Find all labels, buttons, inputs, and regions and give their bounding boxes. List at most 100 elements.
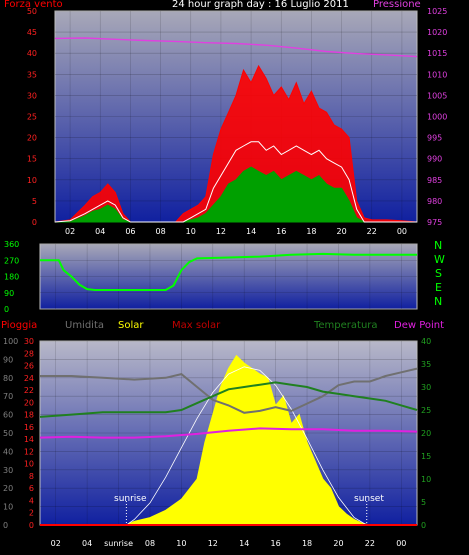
y-right-tick-label: 1000 (427, 113, 447, 122)
legend-umidita: Umidita (65, 320, 105, 331)
x-tick-label: 16 (271, 539, 281, 548)
y-left-tick-label: 15 (27, 155, 37, 164)
y-temperature-tick-label: 15 (421, 452, 431, 461)
y-left-tick-label: 40 (27, 49, 37, 58)
solar-temperature-chart: 0102030405060708090100024681012141618202… (3, 337, 431, 548)
y-tick-label: 360 (4, 240, 19, 249)
legend-dew-point: Dew Point (394, 320, 445, 331)
x-tick-label: 18 (306, 227, 316, 236)
y-right-tick-label: 1015 (427, 49, 447, 58)
y-temperature-tick-label: 35 (421, 360, 431, 369)
y-rain-tick-label: 14 (24, 435, 34, 444)
x-tick-label: 00 (396, 539, 406, 548)
y-right-tick-label: 1010 (427, 70, 447, 79)
y-temperature-tick-label: 5 (421, 498, 426, 507)
y-rain-tick-label: 16 (24, 423, 34, 432)
y-temperature-tick-label: 30 (421, 383, 431, 392)
compass-n-top: N (434, 239, 443, 252)
x-tick-label: sunrise (104, 539, 133, 548)
x-tick-label: 08 (155, 227, 165, 236)
y-humidity-tick-label: 0 (3, 521, 8, 530)
y-tick-label: 180 (4, 273, 19, 282)
x-tick-label: 18 (302, 539, 312, 548)
legend-temperatura: Temperatura (314, 320, 378, 331)
y-right-tick-label: 990 (427, 155, 442, 164)
y-left-tick-label: 25 (27, 113, 37, 122)
x-tick-label: 12 (216, 227, 226, 236)
y-rain-tick-label: 24 (24, 374, 34, 383)
y-humidity-tick-label: 20 (3, 484, 13, 493)
y-humidity-tick-label: 70 (3, 392, 13, 401)
pressure-label: Pressione (373, 0, 421, 10)
y-right-tick-label: 1005 (427, 91, 447, 100)
x-tick-label: 20 (333, 539, 343, 548)
y-tick-label: 0 (4, 305, 9, 314)
y-rain-tick-label: 4 (29, 496, 34, 505)
y-temperature-tick-label: 25 (421, 406, 431, 415)
solar-area (126, 354, 371, 526)
wind-mean-line (54, 141, 417, 223)
y-rain-tick-label: 6 (29, 484, 34, 493)
compass-e: E (435, 281, 442, 294)
y-rain-tick-label: 10 (24, 460, 34, 469)
y-left-tick-label: 0 (32, 218, 37, 227)
y-humidity-tick-label: 40 (3, 447, 13, 456)
y-rain-tick-label: 22 (24, 386, 34, 395)
y-left-tick-label: 45 (27, 28, 37, 37)
wind-avg-area (55, 166, 417, 223)
y-humidity-tick-label: 90 (3, 355, 13, 364)
x-tick-label: 10 (176, 539, 186, 548)
chart-title: 24 hour graph day : 16 Luglio 2011 (172, 0, 349, 10)
y-right-tick-label: 1025 (427, 7, 447, 16)
y-humidity-tick-label: 30 (3, 466, 13, 475)
y-rain-tick-label: 18 (24, 411, 34, 420)
x-tick-label: 14 (239, 539, 249, 548)
x-tick-label: 22 (367, 227, 377, 236)
wind-gust-area (54, 64, 418, 223)
y-rain-tick-label: 30 (24, 337, 34, 346)
x-tick-label: 02 (51, 539, 61, 548)
x-tick-label: 14 (246, 227, 256, 236)
y-right-tick-label: 995 (427, 134, 442, 143)
pressure-line (54, 37, 418, 58)
x-tick-label: 10 (186, 227, 196, 236)
y-left-tick-label: 50 (27, 7, 37, 16)
sunset-label: sunset (354, 494, 384, 504)
y-rain-tick-label: 28 (24, 349, 34, 358)
y-left-tick-label: 10 (27, 176, 37, 185)
wind-pressure-chart: 0510152025303540455097598098599099510001… (27, 7, 448, 236)
wind-direction-line (40, 252, 417, 291)
y-rain-tick-label: 0 (29, 521, 34, 530)
legend-max-solar: Max solar (172, 320, 221, 331)
y-left-tick-label: 20 (27, 134, 37, 143)
y-tick-label: 90 (4, 289, 14, 298)
x-tick-label: 08 (145, 539, 155, 548)
y-right-tick-label: 980 (427, 197, 442, 206)
x-tick-label: 06 (125, 227, 135, 236)
y-right-tick-label: 1020 (427, 28, 447, 37)
humidity-line (40, 367, 418, 414)
compass-n-bottom: N (434, 295, 443, 308)
y-rain-tick-label: 20 (24, 398, 34, 407)
wind-direction-chart: 0 90 180 270 360 (4, 240, 418, 314)
max-solar-line (126, 366, 367, 526)
y-humidity-tick-label: 100 (3, 337, 18, 346)
x-tick-label: 22 (365, 539, 375, 548)
y-rain-tick-label: 8 (29, 472, 34, 481)
wind-force-label: Forza vento (4, 0, 63, 10)
x-tick-label: 00 (397, 227, 407, 236)
y-rain-tick-label: 2 (29, 509, 34, 518)
temperature-line (39, 381, 418, 418)
y-left-tick-label: 35 (27, 70, 37, 79)
y-humidity-tick-label: 50 (3, 429, 13, 438)
y-rain-tick-label: 26 (24, 362, 34, 371)
y-left-tick-label: 5 (32, 197, 37, 206)
y-humidity-tick-label: 60 (3, 411, 13, 420)
x-tick-label: 02 (65, 227, 75, 236)
y-temperature-tick-label: 20 (421, 429, 431, 438)
y-humidity-tick-label: 10 (3, 503, 13, 512)
x-tick-label: 04 (82, 539, 92, 548)
y-tick-label: 270 (4, 256, 19, 265)
y-right-tick-label: 975 (427, 218, 442, 227)
compass-w: W (434, 253, 445, 266)
